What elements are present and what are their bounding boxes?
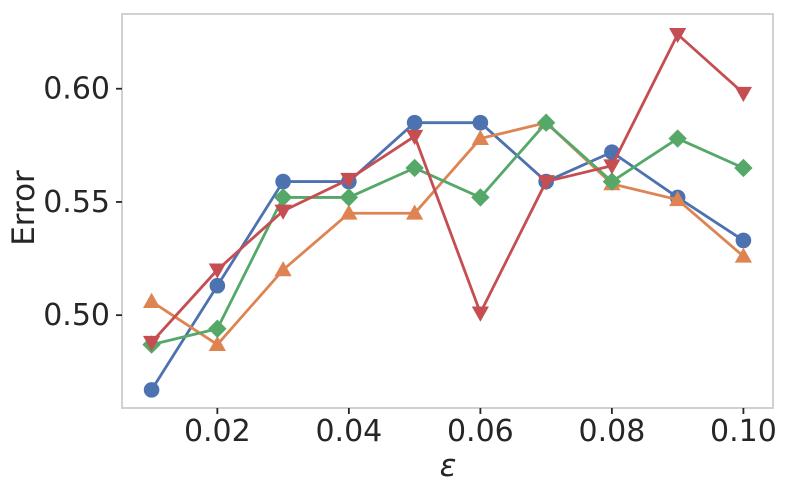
marker-triangle-up bbox=[669, 190, 687, 207]
marker-triangle-down bbox=[406, 129, 424, 146]
marker-diamond bbox=[471, 188, 490, 207]
series-red-line bbox=[150, 32, 745, 344]
marker-triangle-up bbox=[340, 204, 358, 220]
marker-circle bbox=[735, 232, 752, 249]
series-blue-line bbox=[150, 121, 745, 392]
marker-diamond bbox=[339, 188, 359, 207]
marker-diamond bbox=[208, 319, 227, 338]
y-tick-label: 0.55 bbox=[43, 185, 110, 220]
marker-circle bbox=[275, 173, 291, 190]
marker-triangle-up bbox=[406, 204, 424, 220]
marker-triangle-up bbox=[208, 335, 226, 351]
marker-triangle-down bbox=[603, 159, 621, 175]
marker-circle bbox=[143, 382, 160, 398]
marker-diamond bbox=[273, 188, 293, 207]
y-tick-label: 0.50 bbox=[43, 298, 110, 333]
series-green-line bbox=[150, 121, 745, 346]
marker-circle bbox=[209, 277, 226, 294]
x-axis-label: ε bbox=[439, 448, 457, 484]
marker-triangle-up bbox=[734, 247, 753, 263]
marker-circle bbox=[406, 114, 423, 131]
series-orange-line bbox=[150, 121, 745, 346]
marker-triangle-down bbox=[669, 27, 687, 44]
x-tick-label: 0.06 bbox=[447, 414, 514, 449]
marker-diamond bbox=[734, 158, 753, 178]
marker-triangle-down bbox=[208, 263, 226, 279]
marker-diamond bbox=[668, 129, 687, 148]
marker-triangle-up bbox=[142, 292, 161, 308]
marker-triangle-down bbox=[471, 306, 489, 322]
marker-triangle-down bbox=[734, 86, 753, 103]
x-tick-label: 0.10 bbox=[710, 414, 777, 449]
x-tick-label: 0.08 bbox=[578, 414, 645, 449]
marker-triangle-down bbox=[274, 204, 292, 220]
marker-diamond bbox=[405, 158, 424, 178]
marker-triangle-down bbox=[537, 175, 555, 191]
marker-triangle-down bbox=[142, 335, 161, 352]
plot-border bbox=[121, 13, 774, 409]
x-tick-label: 0.04 bbox=[315, 414, 382, 449]
marker-diamond bbox=[602, 172, 622, 191]
x-tick-label: 0.02 bbox=[184, 414, 251, 449]
marker-diamond bbox=[536, 113, 556, 132]
marker-triangle-down bbox=[340, 172, 358, 189]
y-tick-label: 0.60 bbox=[43, 72, 110, 107]
marker-triangle-up bbox=[471, 129, 489, 145]
marker-circle bbox=[472, 114, 489, 131]
y-axis-label: Error bbox=[6, 170, 42, 246]
marker-triangle-up bbox=[274, 261, 292, 277]
